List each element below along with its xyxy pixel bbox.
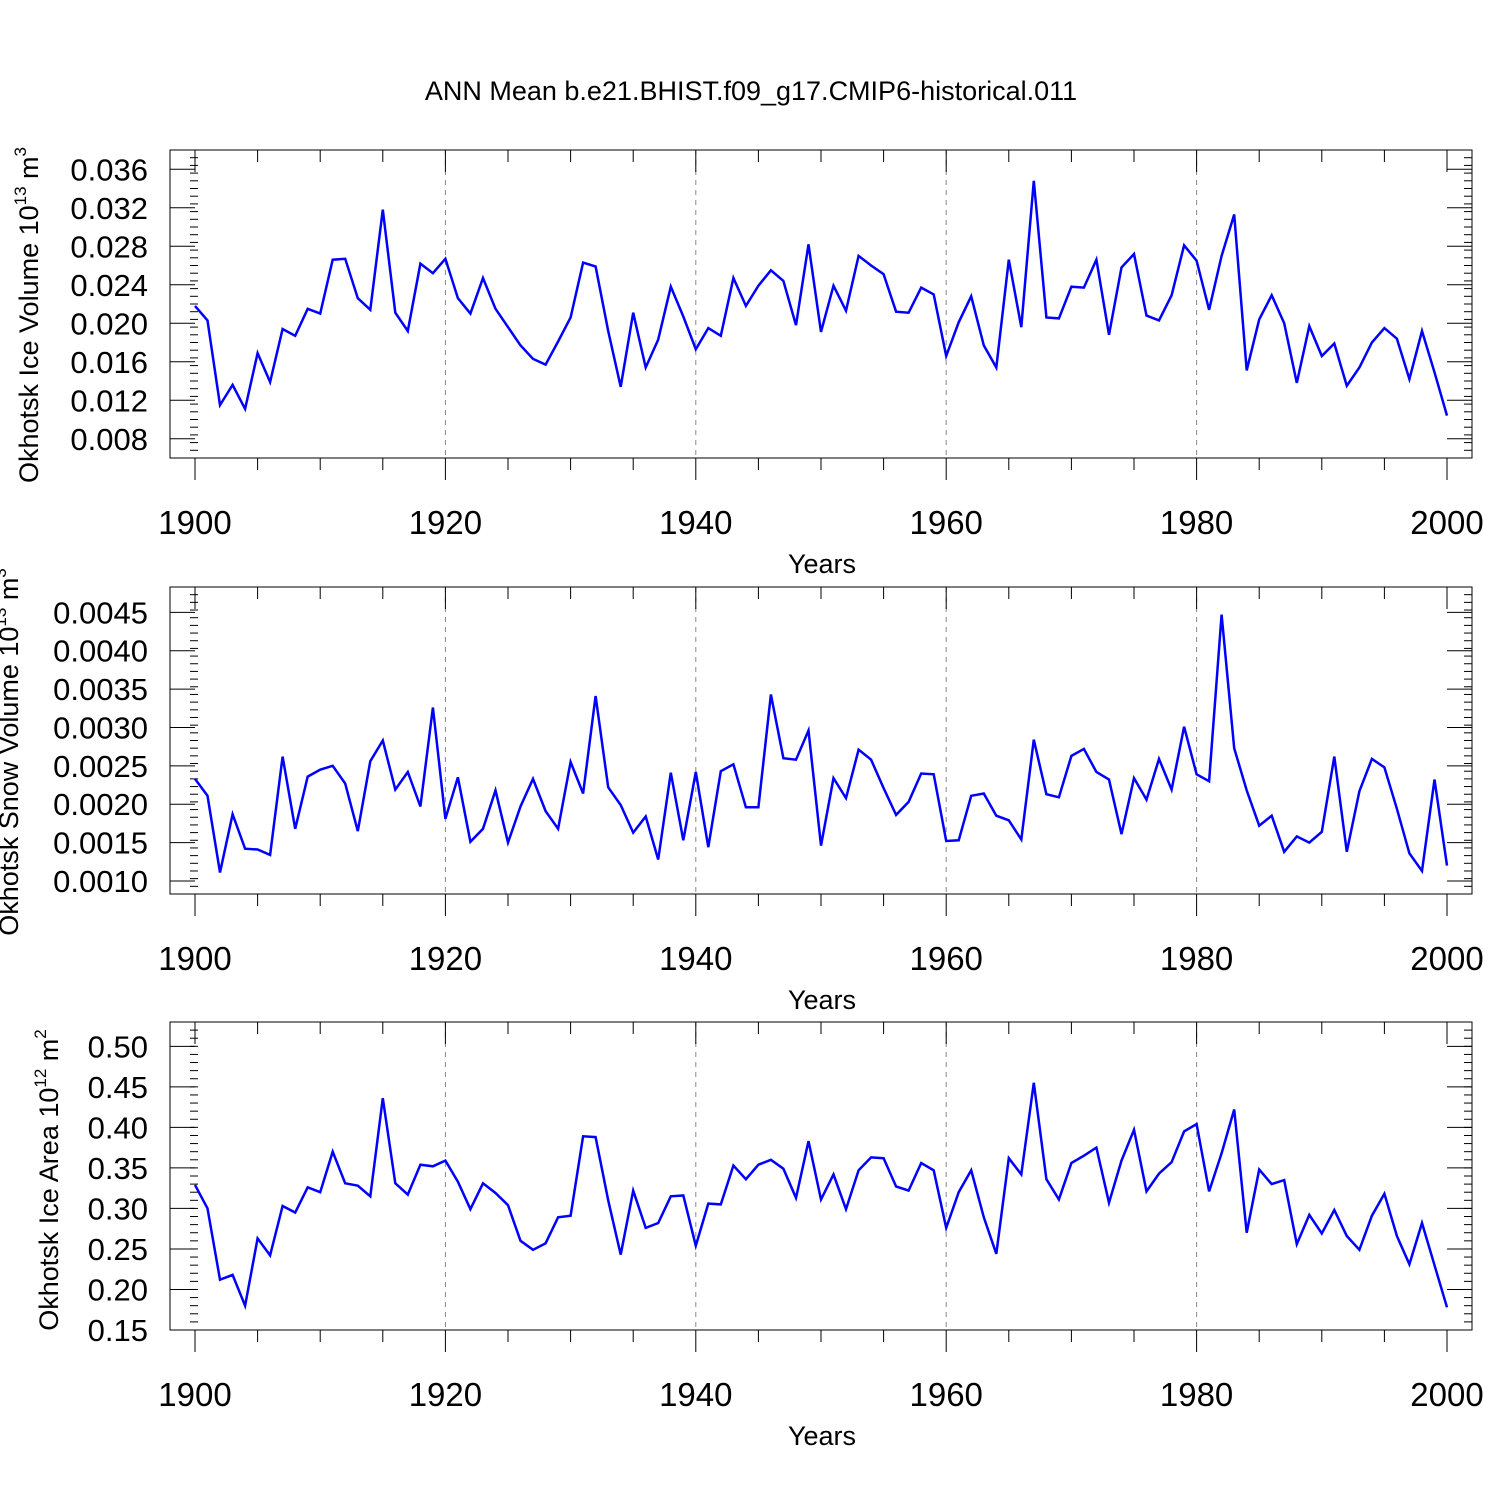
y-tick-label: 0.0010 — [53, 864, 148, 899]
y-tick-label: 0.0015 — [53, 826, 148, 861]
x-tick-label: 1960 — [909, 940, 982, 977]
x-tick-label: 1980 — [1160, 940, 1233, 977]
y-tick-label: 0.008 — [70, 422, 148, 457]
x-tick-label: 1920 — [409, 940, 482, 977]
x-tick-label: 1940 — [659, 504, 732, 541]
x-tick-label: 1900 — [158, 504, 231, 541]
x-tick-label: 2000 — [1410, 504, 1483, 541]
x-tick-label: 1920 — [409, 1376, 482, 1413]
x-axis-label: Years — [788, 985, 856, 1015]
x-tick-label: 1920 — [409, 504, 482, 541]
y-tick-label: 0.50 — [88, 1029, 148, 1064]
y-tick-label: 0.032 — [70, 191, 148, 226]
y-tick-label: 0.0040 — [53, 634, 148, 669]
series-line — [194, 180, 1449, 416]
x-tick-label: 2000 — [1410, 940, 1483, 977]
panel-1: 1900 1920 1940 1960 1980 2000Years0.0080.0120… — [11, 147, 1484, 579]
y-axis-label: Okhotsk Snow Volume 1013 m3 — [0, 568, 24, 936]
figure-title: ANN Mean b.e21.BHIST.f09_g17.CMIP6-histo… — [425, 76, 1077, 106]
plot-frame — [169, 1021, 1473, 1331]
panel-3: 1900 1920 1940 1960 1980 2000 Years 0.15 0.20 0.2… — [31, 1021, 1484, 1451]
series-line — [193, 1082, 1449, 1311]
x-tick-label: 1940 — [659, 1376, 732, 1413]
y-axis-label: Okhotsk Ice Area 1012 m2 — [31, 1029, 64, 1331]
y-tick-label: 0.020 — [70, 306, 148, 341]
x-tick-label: 1900 — [158, 940, 231, 977]
panel-2: 1900 1920 1940 1960 1980 2000 Years 0.00100.001… — [0, 568, 1484, 1015]
x-tick-label: 1960 — [909, 1376, 982, 1413]
y-tick-label: 0.0020 — [53, 787, 148, 822]
y-tick-label: 0.45 — [88, 1070, 148, 1105]
y-tick-label: 0.0030 — [53, 710, 148, 745]
y-tick-label: 0.25 — [88, 1232, 148, 1267]
x-tick-label: 2000 — [1410, 1376, 1483, 1413]
x-tick-label: 1960 — [909, 504, 982, 541]
y-tick-label: 0.024 — [70, 268, 148, 303]
y-tick-label: 0.35 — [88, 1151, 148, 1186]
y-tick-label: 0.0035 — [53, 672, 148, 707]
x-tick-label: 1980 — [1160, 1376, 1233, 1413]
x-axis-label: Years — [788, 549, 856, 579]
y-tick-label: 0.15 — [88, 1313, 148, 1348]
y-tick-label: 0.0045 — [53, 595, 148, 630]
series-line — [193, 614, 1449, 875]
y-tick-label: 0.30 — [88, 1191, 148, 1226]
y-tick-label: 0.40 — [88, 1110, 148, 1145]
y-tick-label: 0.016 — [70, 345, 148, 380]
y-tick-label: 0.20 — [88, 1272, 148, 1307]
y-tick-label: 0.0025 — [53, 749, 148, 784]
plot-frame — [169, 586, 1473, 895]
x-tick-label: 1940 — [659, 940, 732, 977]
x-tick-label: 1980 — [1160, 504, 1233, 541]
y-tick-label: 0.028 — [70, 229, 148, 264]
x-axis-label: Years — [788, 1421, 856, 1451]
x-tick-label: 1900 — [158, 1376, 231, 1413]
y-tick-label: 0.036 — [70, 152, 148, 187]
y-axis-label: Okhotsk Ice Volume 1013 m3 — [11, 147, 44, 483]
y-tick-label: 0.012 — [70, 383, 148, 418]
